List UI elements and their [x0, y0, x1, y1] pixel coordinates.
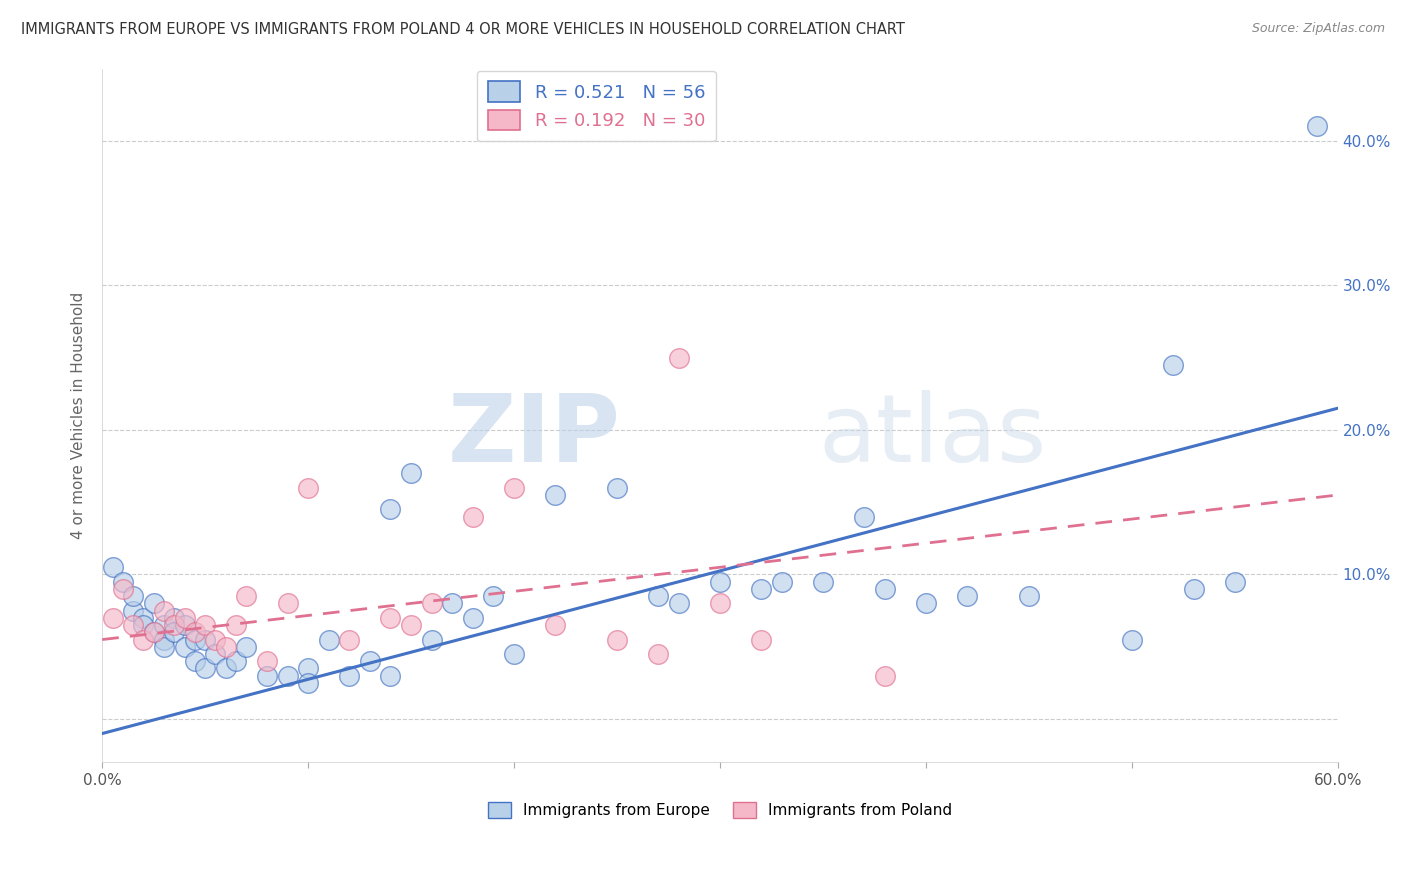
- Point: [647, 647, 669, 661]
- Point: [853, 509, 876, 524]
- Point: [297, 661, 319, 675]
- Point: [873, 669, 896, 683]
- Point: [173, 640, 195, 654]
- Point: [256, 654, 278, 668]
- Point: [337, 669, 360, 683]
- Point: [709, 574, 731, 589]
- Point: [256, 669, 278, 683]
- Point: [101, 560, 124, 574]
- Point: [153, 618, 176, 632]
- Point: [420, 632, 443, 647]
- Y-axis label: 4 or more Vehicles in Household: 4 or more Vehicles in Household: [72, 292, 86, 539]
- Point: [441, 596, 464, 610]
- Point: [215, 661, 238, 675]
- Point: [297, 481, 319, 495]
- Point: [215, 640, 238, 654]
- Point: [647, 589, 669, 603]
- Point: [184, 632, 207, 647]
- Point: [359, 654, 381, 668]
- Point: [163, 618, 186, 632]
- Point: [225, 618, 247, 632]
- Point: [194, 661, 217, 675]
- Point: [380, 502, 402, 516]
- Point: [163, 611, 186, 625]
- Point: [235, 589, 257, 603]
- Point: [606, 481, 628, 495]
- Point: [1018, 589, 1040, 603]
- Point: [132, 632, 155, 647]
- Point: [173, 618, 195, 632]
- Point: [914, 596, 936, 610]
- Point: [184, 625, 207, 640]
- Point: [101, 611, 124, 625]
- Text: ZIP: ZIP: [449, 391, 621, 483]
- Point: [668, 351, 690, 365]
- Text: Source: ZipAtlas.com: Source: ZipAtlas.com: [1251, 22, 1385, 36]
- Point: [142, 625, 165, 640]
- Point: [399, 618, 422, 632]
- Point: [420, 596, 443, 610]
- Point: [461, 509, 484, 524]
- Point: [163, 625, 186, 640]
- Point: [276, 669, 298, 683]
- Point: [153, 632, 176, 647]
- Point: [122, 618, 145, 632]
- Point: [503, 481, 526, 495]
- Point: [142, 596, 165, 610]
- Point: [204, 647, 226, 661]
- Point: [235, 640, 257, 654]
- Point: [606, 632, 628, 647]
- Point: [111, 574, 134, 589]
- Point: [503, 647, 526, 661]
- Point: [811, 574, 834, 589]
- Point: [122, 589, 145, 603]
- Point: [1161, 358, 1184, 372]
- Text: atlas: atlas: [818, 391, 1047, 483]
- Point: [194, 618, 217, 632]
- Point: [544, 488, 567, 502]
- Point: [318, 632, 340, 647]
- Point: [461, 611, 484, 625]
- Point: [153, 640, 176, 654]
- Point: [122, 604, 145, 618]
- Point: [399, 467, 422, 481]
- Point: [194, 632, 217, 647]
- Point: [276, 596, 298, 610]
- Point: [749, 632, 772, 647]
- Point: [380, 611, 402, 625]
- Legend: Immigrants from Europe, Immigrants from Poland: Immigrants from Europe, Immigrants from …: [482, 796, 957, 824]
- Point: [153, 604, 176, 618]
- Point: [132, 618, 155, 632]
- Point: [1306, 120, 1329, 134]
- Point: [709, 596, 731, 610]
- Point: [204, 632, 226, 647]
- Point: [770, 574, 793, 589]
- Point: [184, 654, 207, 668]
- Point: [225, 654, 247, 668]
- Point: [668, 596, 690, 610]
- Point: [132, 611, 155, 625]
- Point: [873, 582, 896, 596]
- Point: [337, 632, 360, 647]
- Point: [111, 582, 134, 596]
- Point: [142, 625, 165, 640]
- Text: IMMIGRANTS FROM EUROPE VS IMMIGRANTS FROM POLAND 4 OR MORE VEHICLES IN HOUSEHOLD: IMMIGRANTS FROM EUROPE VS IMMIGRANTS FRO…: [21, 22, 905, 37]
- Point: [544, 618, 567, 632]
- Point: [956, 589, 979, 603]
- Point: [749, 582, 772, 596]
- Point: [482, 589, 505, 603]
- Point: [1182, 582, 1205, 596]
- Point: [1121, 632, 1143, 647]
- Point: [297, 676, 319, 690]
- Point: [173, 611, 195, 625]
- Point: [1223, 574, 1246, 589]
- Point: [380, 669, 402, 683]
